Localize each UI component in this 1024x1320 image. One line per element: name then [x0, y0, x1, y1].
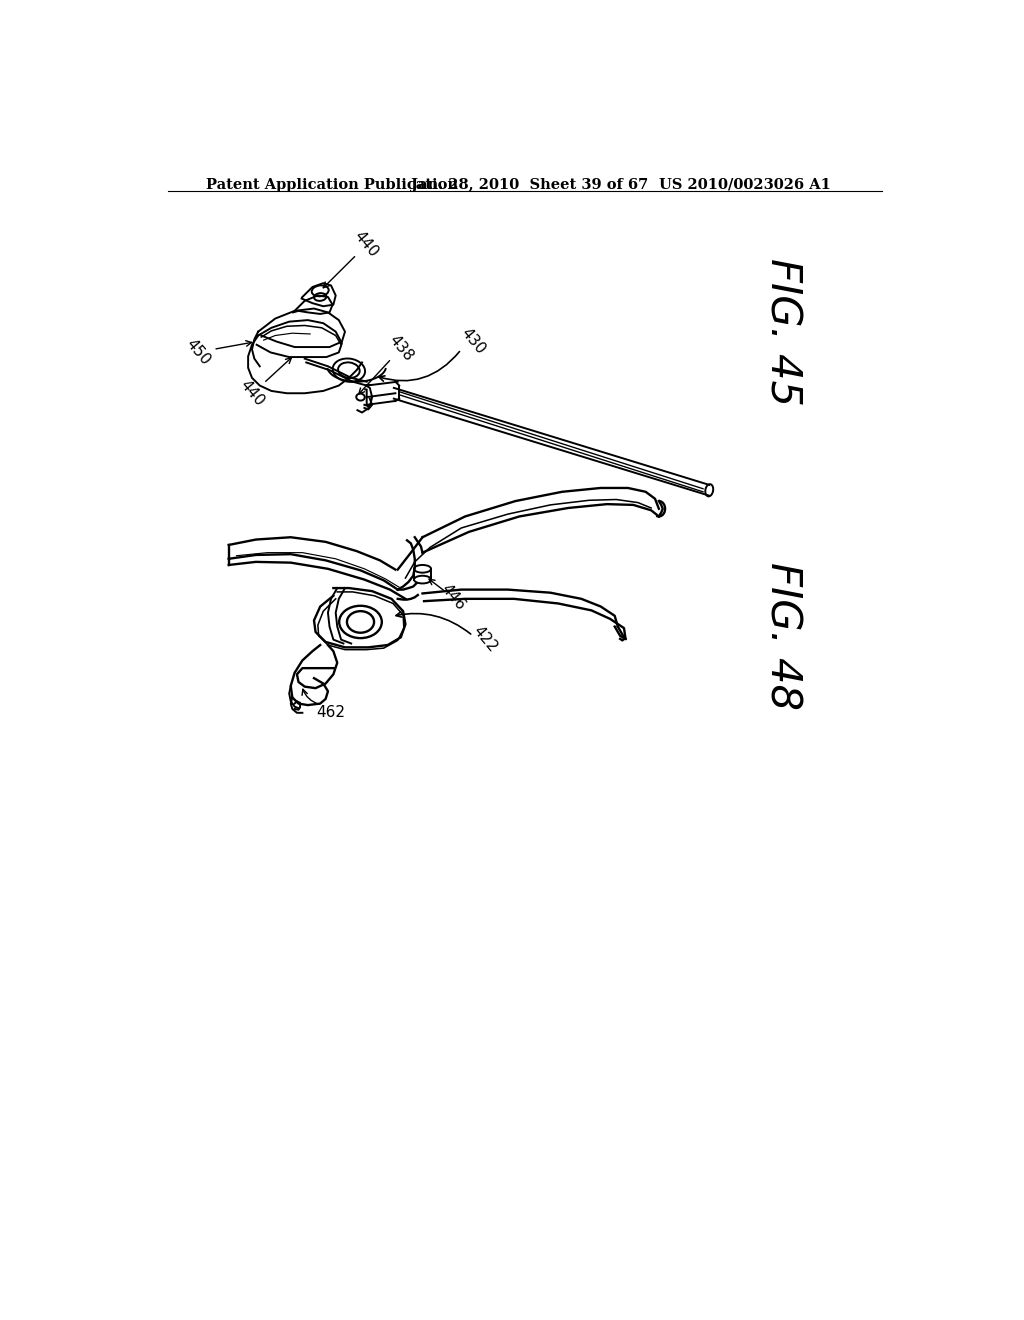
Text: 440: 440: [237, 378, 267, 409]
Text: 446: 446: [438, 581, 469, 614]
Text: 450: 450: [182, 337, 213, 368]
Text: FIG. 45: FIG. 45: [762, 257, 804, 405]
Text: Jan. 28, 2010  Sheet 39 of 67: Jan. 28, 2010 Sheet 39 of 67: [411, 178, 648, 191]
Text: 462: 462: [316, 705, 345, 721]
Text: FIG. 48: FIG. 48: [762, 562, 804, 710]
Text: 430: 430: [458, 326, 488, 358]
Text: Patent Application Publication: Patent Application Publication: [206, 178, 458, 191]
Text: 440: 440: [351, 228, 381, 260]
Text: US 2010/0023026 A1: US 2010/0023026 A1: [658, 178, 830, 191]
Text: 438: 438: [386, 333, 416, 364]
Text: 422: 422: [469, 624, 500, 656]
